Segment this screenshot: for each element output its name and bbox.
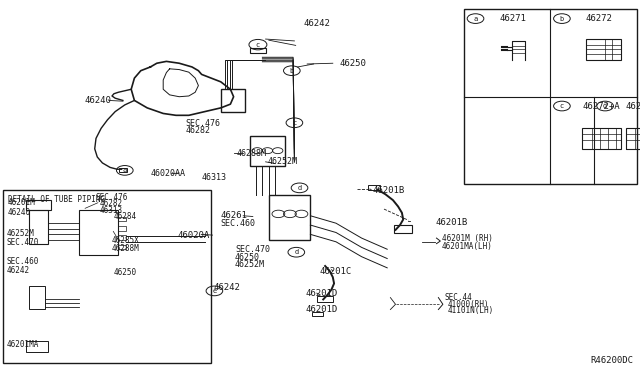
Text: SEC.460: SEC.460	[6, 257, 39, 266]
Bar	[582, 128, 621, 149]
Text: 46201B: 46201B	[372, 186, 404, 195]
Bar	[625, 128, 640, 149]
Text: R46200DC: R46200DC	[591, 356, 634, 365]
Text: 46282: 46282	[99, 199, 122, 208]
Text: 46282: 46282	[186, 126, 211, 135]
Text: 41000(RH): 41000(RH)	[448, 300, 490, 309]
Text: 46201D: 46201D	[306, 305, 338, 314]
Bar	[221, 89, 245, 112]
Bar	[29, 286, 45, 309]
Text: 46261: 46261	[221, 211, 248, 220]
Text: 46288M: 46288M	[237, 149, 267, 158]
Bar	[250, 48, 266, 53]
Text: SEC.44: SEC.44	[445, 293, 472, 302]
Text: 46242: 46242	[304, 19, 331, 28]
Text: SEC.476: SEC.476	[186, 119, 221, 128]
Bar	[118, 235, 126, 240]
Bar	[26, 341, 48, 352]
Text: 46250: 46250	[235, 253, 260, 262]
Text: 46201C: 46201C	[320, 267, 352, 276]
Text: 46240: 46240	[84, 96, 111, 105]
Bar	[250, 136, 285, 166]
Text: 46252M: 46252M	[235, 260, 265, 269]
Bar	[368, 185, 380, 190]
Text: 46201M (RH): 46201M (RH)	[442, 234, 492, 243]
Text: 46242: 46242	[213, 283, 240, 292]
Text: b: b	[560, 16, 564, 22]
Bar	[464, 9, 637, 184]
Text: 46284: 46284	[114, 212, 137, 221]
Text: c: c	[256, 42, 260, 48]
Text: 46285X: 46285X	[112, 236, 140, 245]
Bar	[118, 245, 126, 249]
Text: d: d	[294, 249, 298, 255]
Text: 46201B: 46201B	[435, 218, 467, 227]
Bar	[29, 210, 48, 244]
Text: 46313: 46313	[99, 206, 122, 215]
Bar	[118, 226, 126, 231]
Bar	[312, 312, 323, 316]
Text: 46271: 46271	[499, 14, 526, 23]
Text: c: c	[560, 103, 564, 109]
Text: 46201D: 46201D	[306, 289, 338, 298]
Text: 46240: 46240	[8, 208, 31, 217]
Text: SEC.476: SEC.476	[96, 193, 129, 202]
Bar	[3, 190, 211, 363]
Bar	[269, 195, 310, 240]
Text: b: b	[290, 68, 294, 74]
Text: 46271+A: 46271+A	[626, 102, 640, 110]
Text: DETAIL OF TUBE PIPING: DETAIL OF TUBE PIPING	[8, 195, 106, 204]
Text: 46201M: 46201M	[8, 198, 35, 207]
Text: e: e	[212, 288, 216, 294]
Text: 46201MA(LH): 46201MA(LH)	[442, 242, 492, 251]
Bar	[119, 168, 127, 172]
Bar	[26, 200, 51, 210]
Text: 46020AA: 46020AA	[150, 169, 186, 178]
Text: 46313: 46313	[202, 173, 227, 182]
Text: 46242: 46242	[6, 266, 29, 275]
Text: d: d	[603, 103, 607, 109]
Text: 46250: 46250	[339, 59, 366, 68]
Text: 46252M: 46252M	[6, 229, 34, 238]
Text: 46272+A: 46272+A	[582, 102, 620, 110]
Bar	[79, 210, 118, 255]
Text: 46288M: 46288M	[112, 244, 140, 253]
Text: 46252M: 46252M	[268, 157, 298, 166]
Text: 46201MA: 46201MA	[6, 340, 39, 349]
Text: c: c	[292, 120, 296, 126]
Text: 46250: 46250	[114, 268, 137, 277]
Text: 46272: 46272	[586, 14, 612, 23]
Text: 41101N(LH): 41101N(LH)	[448, 307, 494, 315]
Text: d: d	[298, 185, 301, 191]
Bar	[586, 39, 621, 60]
Bar	[317, 296, 333, 302]
Bar	[394, 225, 412, 232]
Text: SEC.460: SEC.460	[221, 219, 256, 228]
Text: SEC.470: SEC.470	[6, 238, 39, 247]
Text: a: a	[474, 16, 477, 22]
Text: 46020A: 46020A	[178, 231, 210, 240]
Text: a: a	[123, 167, 127, 173]
Bar	[118, 217, 126, 221]
Text: SEC.470: SEC.470	[235, 246, 270, 254]
